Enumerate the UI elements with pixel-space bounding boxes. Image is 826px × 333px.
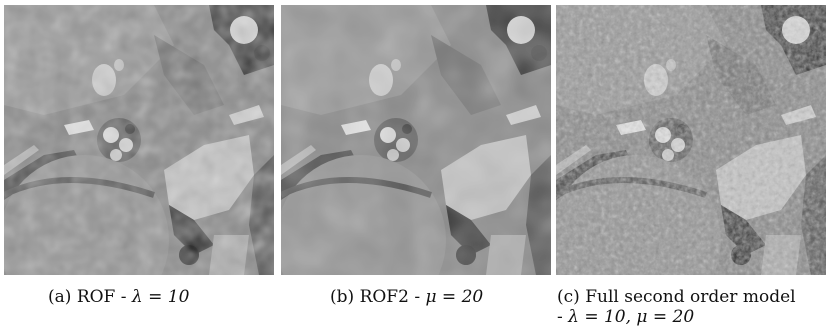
caption-c-method: Full second order model xyxy=(585,287,796,307)
panel-a-image xyxy=(4,5,274,275)
caption-b-params: μ = 20 xyxy=(425,287,484,307)
caption-b-tag: (b) xyxy=(330,287,355,307)
caption-c: (c) Full second order model - λ = 10, μ … xyxy=(557,287,796,327)
panel-a-graphic xyxy=(4,5,274,275)
caption-a-sep: - xyxy=(120,287,127,307)
caption-b-sep: - xyxy=(414,287,421,307)
panel-b-image xyxy=(281,5,551,275)
caption-a-tag: (a) xyxy=(48,287,72,307)
panel-c-graphic xyxy=(556,5,826,275)
caption-c-tag: (c) xyxy=(557,287,580,307)
caption-c-sep: - xyxy=(557,307,563,327)
caption-a-params: λ = 10 xyxy=(131,287,190,307)
panel-c-image xyxy=(556,5,826,275)
caption-a-method: ROF xyxy=(76,287,116,307)
caption-c-params: λ = 10, μ = 20 xyxy=(568,307,695,327)
caption-a: (a) ROF - λ = 10 xyxy=(48,287,189,307)
panel-b-graphic xyxy=(281,5,551,275)
caption-b: (b) ROF2 - μ = 20 xyxy=(330,287,483,307)
caption-b-method: ROF2 xyxy=(359,287,409,307)
